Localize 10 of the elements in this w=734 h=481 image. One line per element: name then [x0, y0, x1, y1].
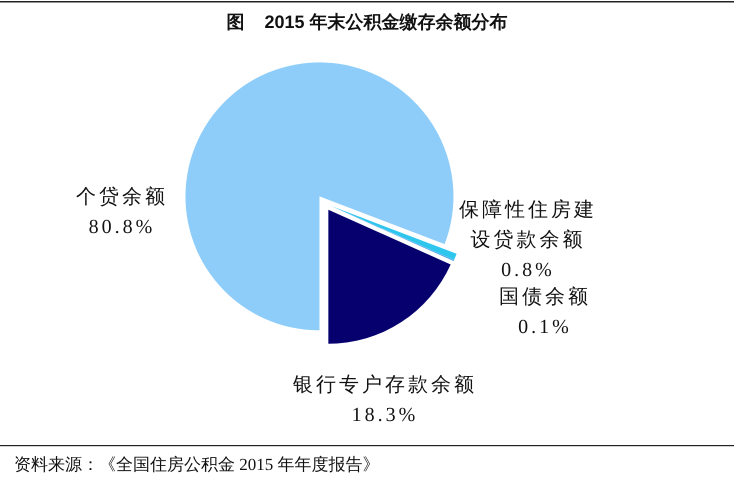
chart-title: 图 2015 年末公积金缴存余额分布: [226, 12, 508, 32]
slice-label: 保障性住房建设贷款余额: [459, 199, 597, 251]
data-label: 18.3%: [352, 404, 418, 426]
data-label: 0.8%: [501, 259, 555, 281]
slice-label: 个贷余额: [76, 186, 168, 208]
data-label: 0.1%: [518, 316, 572, 338]
slice-label: 银行专户存款余额: [292, 374, 477, 396]
slice-label: 国债余额: [499, 286, 591, 308]
data-label: 80.8%: [88, 216, 156, 238]
text: 资料来源：《全国住房公积金 2015 年年度报告》: [14, 455, 380, 474]
